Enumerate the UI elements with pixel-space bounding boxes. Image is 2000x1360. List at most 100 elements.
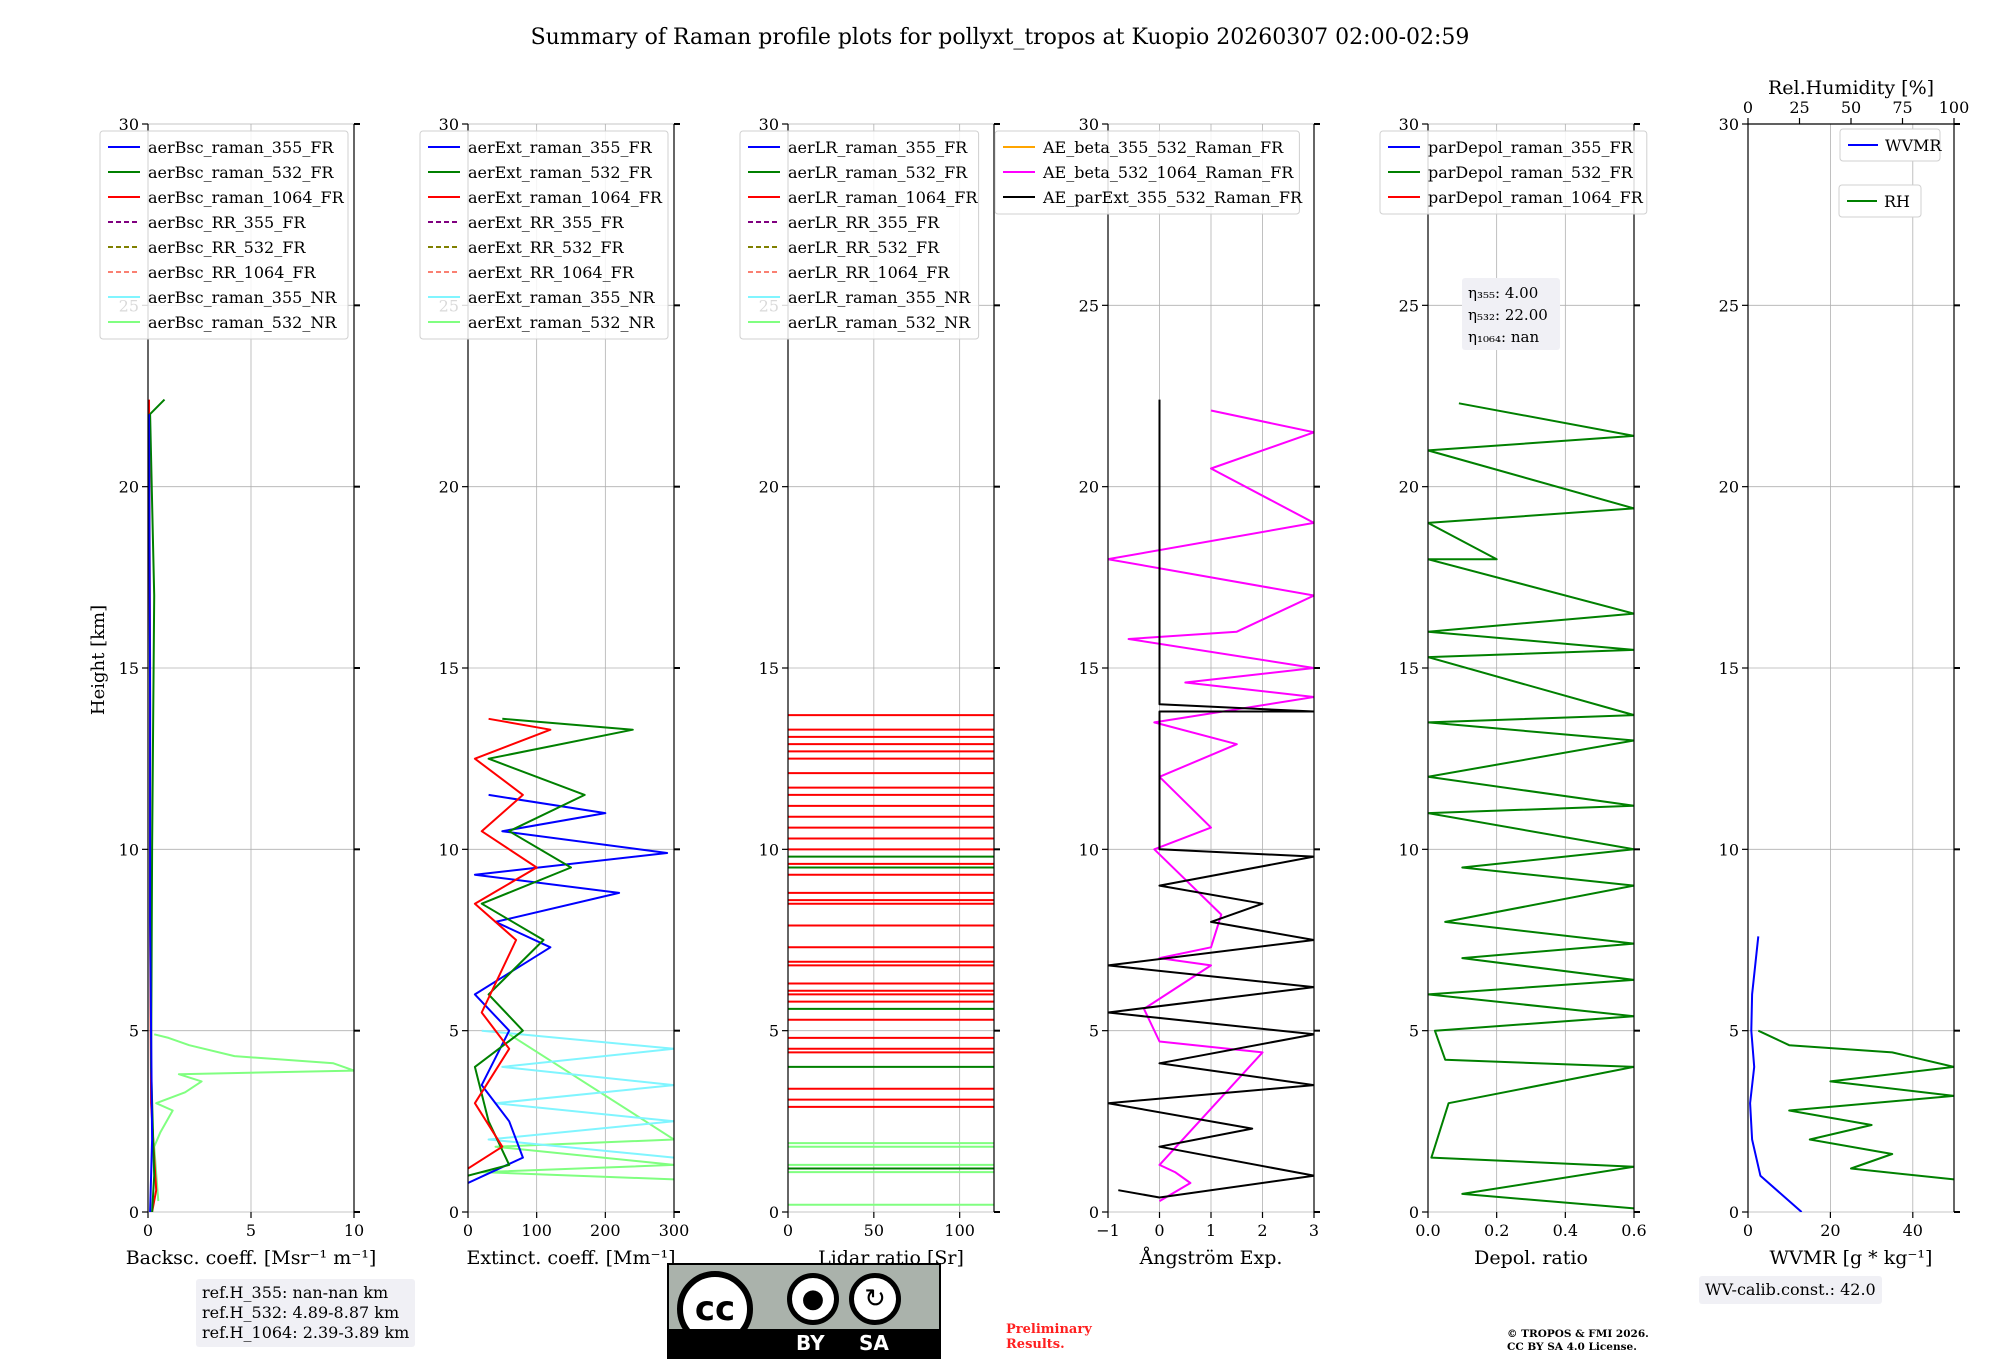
x-tick-label: 0.2 [1484, 1221, 1509, 1240]
legend-entry: aerLR_raman_1064_FR [788, 188, 978, 207]
x2-tick-label: 50 [1841, 98, 1861, 117]
legend-entry: parDepol_raman_532_FR [1428, 163, 1634, 182]
legend-entry: aerExt_raman_532_FR [468, 163, 653, 182]
legend-entry: aerLR_raman_355_NR [788, 288, 971, 307]
x-tick-label: 1 [1206, 1221, 1216, 1240]
series-aerBsc_raman_355_FR [148, 414, 154, 1212]
series-aerBsc_raman_532_FR [149, 398, 166, 1212]
legend-entry: parDepol_raman_1064_FR [1428, 188, 1644, 207]
copyright-note: © TROPOS & FMI 2026. CC BY SA 4.0 Licens… [1507, 1328, 1649, 1354]
y-tick-label: 15 [1399, 659, 1419, 678]
y-tick-label: 30 [1079, 115, 1099, 134]
series-aerBsc_raman_532_NR [153, 1033, 354, 1202]
legend-entry: aerBsc_RR_1064_FR [148, 263, 317, 282]
series-aerExt_raman_355_NR [481, 1029, 674, 1159]
x-tick-label: 0 [1154, 1221, 1164, 1240]
x-tick-label: 50 [864, 1221, 884, 1240]
eta-annotation-line: η₅₃₂: 22.00 [1468, 306, 1548, 324]
panel-1: 0510152025300510Backsc. coeff. [Msr⁻¹ m⁻… [99, 115, 377, 1269]
legend-entry: aerExt_raman_355_FR [468, 138, 653, 157]
y-tick-label: 30 [759, 115, 779, 134]
legend-entry: AE_beta_355_532_Raman_FR [1042, 138, 1284, 157]
eta-annotation-line: η₁₀₆₄: nan [1468, 328, 1539, 346]
x-tick-label: 200 [590, 1221, 621, 1240]
series-aerExt_raman_355_FR [468, 793, 669, 1184]
license-sa-label: SA [859, 1331, 889, 1355]
y-tick-label: 5 [129, 1022, 139, 1041]
y-tick-label: 20 [439, 478, 459, 497]
figure-title: Summary of Raman profile plots for polly… [531, 25, 1470, 50]
x2-tick-label: 0 [1743, 98, 1753, 117]
legend-box [1838, 184, 1922, 218]
legend-entry: aerExt_raman_355_NR [468, 288, 656, 307]
x-tick-label: −1 [1096, 1221, 1120, 1240]
legend-entry: AE_beta_532_1064_Raman_FR [1042, 163, 1294, 182]
legend-entry: aerLR_raman_532_FR [788, 163, 968, 182]
series-group [468, 717, 674, 1184]
panel-5: 0 5 10 15 20 25 30 0.0 0.2 0.4 0.6 Depol. ratio parD… [1379, 115, 1648, 1269]
legend-entry: aerBsc_raman_355_FR [148, 138, 334, 157]
y-tick-label: 5 [1729, 1022, 1739, 1041]
y-tick-label: 15 [1719, 659, 1739, 678]
legend-entry: aerBsc_raman_532_NR [148, 313, 337, 332]
series-group [148, 398, 354, 1212]
preliminary-line-2: Results. [1006, 1337, 1065, 1352]
y-tick-label: 5 [1409, 1022, 1419, 1041]
y-tick-label: 20 [1079, 478, 1099, 497]
y-tick-label: 5 [769, 1022, 779, 1041]
eta-annotation-box [1462, 278, 1560, 350]
legend-box [994, 130, 1300, 215]
legend-entry: aerExt_raman_532_NR [468, 313, 656, 332]
y-tick-label: 15 [439, 659, 459, 678]
y-tick-label: 25 [1399, 296, 1419, 315]
x-axis-label: Depol. ratio [1474, 1247, 1588, 1269]
series-group [788, 714, 994, 1206]
y-tick-label: 5 [449, 1022, 459, 1041]
y-tick-label: 30 [1719, 115, 1739, 134]
x-axis-label: Backsc. coeff. [Msr⁻¹ m⁻¹] [126, 1247, 377, 1269]
series-aerExt_raman_1064_FR [468, 717, 552, 1170]
x-tick-label: 0 [143, 1221, 153, 1240]
y-tick-label: 30 [119, 115, 139, 134]
legend-box [99, 130, 349, 340]
ref-height-532: ref.H_532: 4.89-8.87 km [202, 1303, 400, 1322]
attribution-person-icon: ● [787, 1273, 839, 1325]
y-tick-label: 30 [439, 115, 459, 134]
ref-height-355: ref.H_355: nan-nan km [202, 1283, 389, 1302]
series-AE_parExt_355_532_Raman_FR [1108, 399, 1314, 1199]
legend-entry: aerLR_raman_355_FR [788, 138, 968, 157]
y-tick-label: 20 [119, 478, 139, 497]
series-group [1749, 936, 1954, 1212]
legend-entry: aerBsc_raman_355_NR [148, 288, 337, 307]
legend-entry: WVMR [1885, 136, 1942, 155]
x2-tick-label: 100 [1939, 98, 1970, 117]
x-tick-label: 3 [1309, 1221, 1319, 1240]
x2-tick-label: 75 [1892, 98, 1912, 117]
legend-entry: aerExt_RR_1064_FR [468, 263, 635, 282]
x-axis-label: Ångström Exp. [1139, 1247, 1283, 1269]
x-tick-label: 40 [1903, 1221, 1923, 1240]
copyright-line-1: © TROPOS & FMI 2026. [1507, 1328, 1649, 1340]
series-parDepol_raman_532_FR [1428, 402, 1634, 1210]
y-tick-label: 15 [1079, 659, 1099, 678]
reference-heights-box: ref.H_355: nan-nan km ref.H_532: 4.89-8.… [196, 1279, 416, 1347]
y-tick-label: 20 [759, 478, 779, 497]
legend-box [419, 130, 669, 340]
legend-box [739, 130, 980, 340]
legend-entry: aerBsc_RR_532_FR [148, 238, 306, 257]
preliminary-line-1: Preliminary [1006, 1322, 1092, 1337]
x2-axis-label: Rel.Humidity [%] [1768, 77, 1934, 99]
wv-calibration-box: WV-calib.const.: 42.0 [1699, 1276, 1882, 1304]
y-tick-label: 0 [1729, 1203, 1739, 1222]
y-tick-label: 20 [1399, 478, 1419, 497]
x-tick-label: 0.4 [1553, 1221, 1578, 1240]
legend-entry: aerBsc_raman_1064_FR [148, 188, 345, 207]
y-tick-label: 25 [1719, 296, 1739, 315]
x-tick-label: 20 [1820, 1221, 1840, 1240]
x-tick-label: 100 [944, 1221, 975, 1240]
y-tick-label: 10 [1399, 840, 1419, 859]
panel-3: 051015202530050100Lidar ratio [Sr]aerLR_… [739, 115, 1000, 1269]
